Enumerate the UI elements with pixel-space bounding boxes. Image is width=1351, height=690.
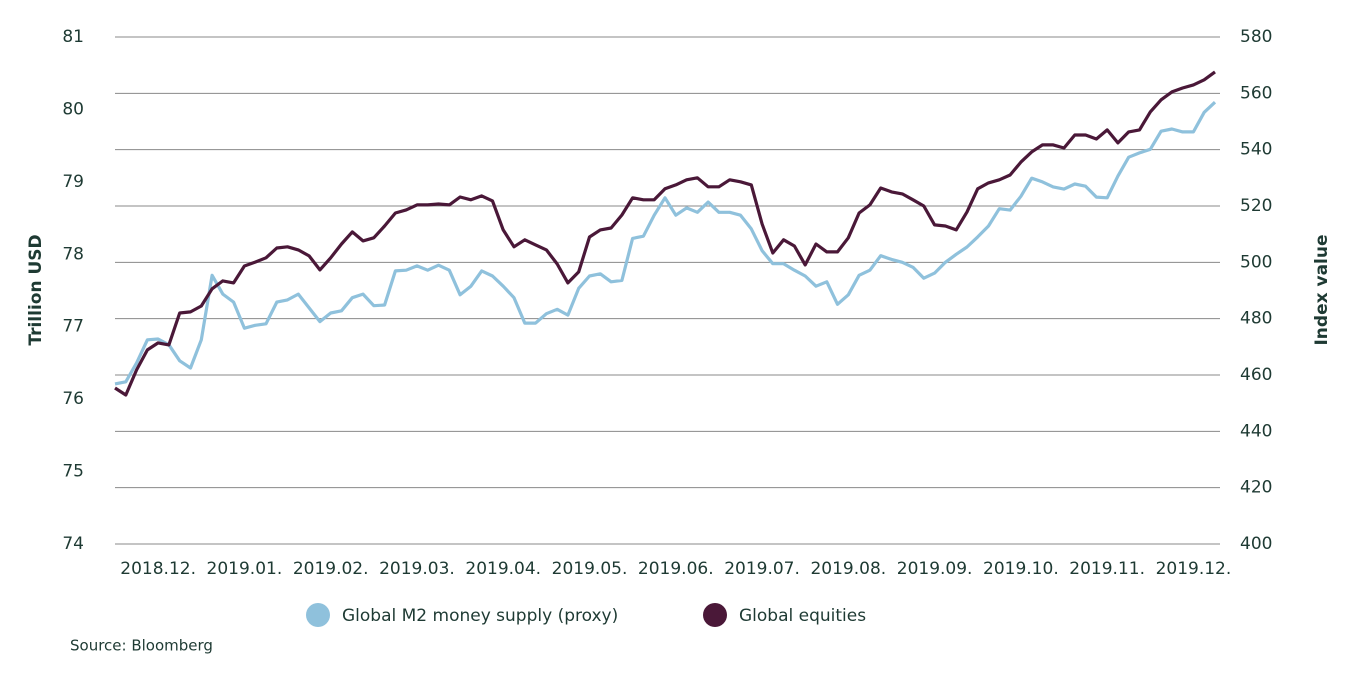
y2-axis-label: Index value xyxy=(1312,234,1332,345)
y-tick-label: 77 xyxy=(62,317,84,337)
y-tick-label: 79 xyxy=(62,172,84,192)
x-tick-label: 2019.09. xyxy=(897,559,973,579)
y2-tick-label: 420 xyxy=(1240,478,1272,498)
legend-label: Global M2 money supply (proxy) xyxy=(342,606,618,626)
y2-tick-label: 540 xyxy=(1240,140,1272,160)
series-line xyxy=(114,70,1216,397)
y2-tick-label: 500 xyxy=(1240,252,1272,272)
x-tick-label: 2019.05. xyxy=(552,559,628,579)
x-tick-label: 2019.06. xyxy=(638,559,714,579)
source: Source: Bloomberg xyxy=(70,637,213,655)
y2-tick-label: 560 xyxy=(1240,83,1272,103)
y-tick-label: 74 xyxy=(62,534,84,554)
x-tick-label: 2019.11. xyxy=(1069,559,1145,579)
x-tick-label: 2019.04. xyxy=(465,559,541,579)
x-tick-label: 2019.10. xyxy=(983,559,1059,579)
y2-tick-label: 480 xyxy=(1240,309,1272,329)
y2-tick-label: 460 xyxy=(1240,365,1272,385)
x-tick-label: 2019.07. xyxy=(724,559,800,579)
legend-label: Global equities xyxy=(739,606,866,626)
x-tick-label: 2019.12. xyxy=(1156,559,1232,579)
y-tick-label: 81 xyxy=(62,27,84,47)
y2-tick-label: 520 xyxy=(1240,196,1272,216)
x-tick-label: 2019.01. xyxy=(207,559,283,579)
y-tick-label: 80 xyxy=(62,99,84,119)
y-tick-label: 78 xyxy=(62,244,84,264)
legend-swatch xyxy=(703,603,727,627)
legend-swatch xyxy=(306,603,330,627)
y2-tick-label: 440 xyxy=(1240,421,1272,441)
y2-tick-label: 400 xyxy=(1240,534,1272,554)
x-tick-label: 2019.02. xyxy=(293,559,369,579)
y-tick-label: 75 xyxy=(62,462,84,482)
y-tick-label: 76 xyxy=(62,389,84,409)
x-tick-label: 2018.12. xyxy=(120,559,196,579)
series-line xyxy=(114,101,1217,386)
y2-tick-label: 580 xyxy=(1240,27,1272,47)
x-tick-label: 2019.03. xyxy=(379,559,455,579)
y-axis-label: Trillion USD xyxy=(26,234,46,345)
x-tick-label: 2019.08. xyxy=(810,559,886,579)
